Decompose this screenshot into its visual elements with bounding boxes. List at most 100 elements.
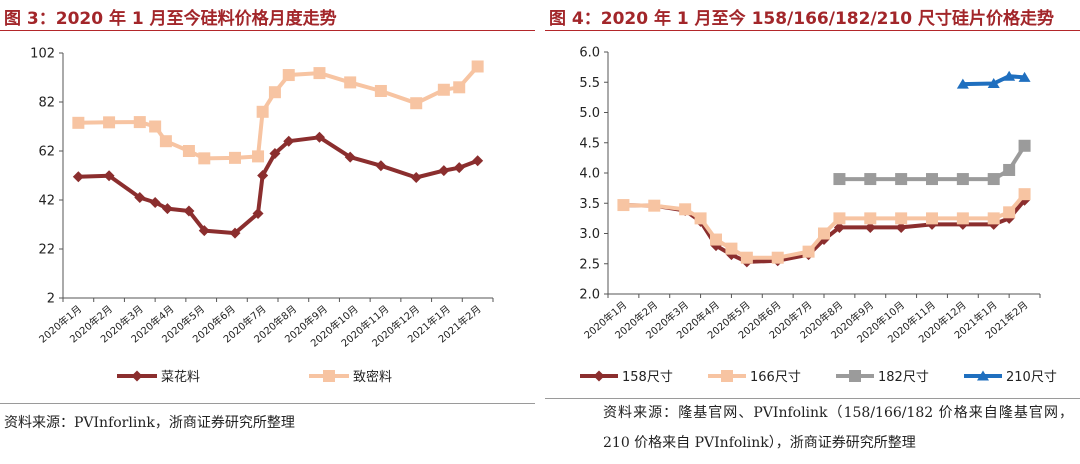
data-point	[864, 173, 877, 186]
chart-panel-silicon: 图 3：2020 年 1 月至今硅料价格月度走势 2 22 42 62 82 102 202…	[0, 0, 535, 464]
data-point	[257, 170, 269, 181]
data-point	[72, 171, 84, 183]
data-point	[710, 233, 722, 246]
title-divider	[0, 30, 535, 31]
data-point	[679, 203, 692, 216]
data-point	[617, 199, 630, 212]
data-point	[159, 135, 172, 148]
data-point	[344, 151, 356, 163]
data-point	[802, 245, 815, 258]
title-divider	[545, 30, 1080, 31]
data-point	[694, 212, 707, 225]
data-point	[453, 162, 465, 174]
y-tick-label: 62	[38, 145, 55, 160]
legend-label: 210尺寸	[1006, 370, 1057, 385]
data-point	[453, 81, 466, 94]
series-line	[960, 74, 1027, 87]
data-point	[1003, 163, 1016, 176]
source-note: 资料来源：PVInforlink，浙商证券研究所整理	[4, 415, 295, 431]
data-point	[771, 251, 784, 264]
source-note: 资料来源：隆基官网、PVInfolink（158/166/182 价格来自隆基官…	[603, 405, 1073, 451]
data-point	[818, 227, 830, 240]
legend-label: 致密料	[353, 369, 392, 385]
data-point	[256, 105, 269, 118]
chart-panel-wafer: 图 4：2020 年 1 月至今 158/166/182/210 尺寸硅片价格走…	[545, 0, 1080, 464]
data-point	[926, 173, 938, 186]
data-point	[182, 145, 195, 157]
y-tick-label: 3.0	[579, 227, 600, 242]
footer-divider	[0, 403, 535, 404]
data-point	[268, 86, 281, 99]
y-tick-label: 42	[38, 194, 55, 209]
y-tick-label: 82	[38, 96, 55, 111]
data-point	[864, 221, 876, 233]
y-tick-label: 4.0	[579, 167, 600, 182]
data-point	[410, 171, 422, 183]
data-point	[472, 155, 484, 167]
data-point	[740, 251, 753, 264]
data-point	[725, 242, 738, 255]
data-point	[833, 212, 846, 225]
data-point	[198, 225, 210, 237]
y-tick-label: 5.0	[579, 106, 600, 121]
y-tick-label: 4.5	[579, 136, 600, 151]
data-point	[987, 173, 1000, 186]
legend-label: 182尺寸	[878, 370, 929, 385]
data-point	[149, 120, 162, 133]
data-point	[895, 173, 908, 186]
data-point	[269, 147, 281, 159]
data-point	[895, 221, 907, 233]
data-point	[149, 196, 161, 208]
y-tick-label: 22	[38, 243, 55, 258]
data-point	[471, 60, 484, 73]
data-point	[1018, 71, 1031, 82]
data-point	[229, 151, 241, 164]
legend-marker	[849, 370, 861, 382]
data-point	[313, 131, 325, 143]
legend-marker	[593, 370, 605, 382]
data-point	[987, 212, 1000, 225]
legend-marker	[131, 370, 143, 382]
data-point	[833, 221, 845, 233]
data-point	[926, 212, 938, 225]
data-point	[1018, 139, 1031, 152]
y-tick-label: 5.5	[579, 76, 600, 91]
data-point	[1003, 70, 1016, 81]
y-tick-label: 2	[47, 292, 55, 307]
data-point	[282, 69, 295, 82]
data-point	[987, 77, 1000, 88]
y-tick-label: 3.5	[579, 197, 600, 212]
data-point	[103, 116, 116, 129]
data-point	[103, 170, 115, 182]
data-point	[229, 227, 241, 239]
y-tick-label: 6.0	[579, 46, 600, 61]
figure-title: 图 4：2020 年 1 月至今 158/166/182/210 尺寸硅片价格走…	[549, 9, 1055, 29]
wafer-price-chart: 2.02.53.03.54.04.55.05.56.02020年1月2020年2…	[579, 46, 1057, 386]
footer-divider	[545, 398, 1080, 399]
y-tick-label: 2.0	[579, 288, 600, 303]
data-point	[344, 76, 357, 89]
y-tick-label: 2.5	[579, 257, 600, 272]
data-point	[198, 152, 211, 165]
data-point	[864, 212, 877, 225]
data-point	[375, 160, 387, 172]
data-point	[1018, 188, 1031, 201]
data-point	[313, 67, 326, 80]
data-point	[1003, 206, 1016, 219]
data-point	[895, 212, 908, 225]
silicon-price-chart: 2224262821022020年1月2020年2月2020年3月2020年4月…	[30, 47, 494, 385]
data-point	[410, 97, 423, 110]
data-point	[374, 84, 387, 97]
legend-marker	[323, 370, 335, 382]
data-point	[956, 78, 969, 89]
legend-label: 菜花料	[161, 369, 200, 385]
data-point	[956, 173, 969, 186]
data-point	[437, 83, 450, 96]
legend-marker	[721, 370, 733, 382]
legend-marker	[977, 370, 989, 381]
data-point	[438, 165, 450, 177]
figure-title: 图 3：2020 年 1 月至今硅料价格月度走势	[4, 9, 337, 29]
data-point	[648, 199, 661, 212]
data-point	[956, 212, 969, 225]
series-line	[76, 64, 480, 161]
